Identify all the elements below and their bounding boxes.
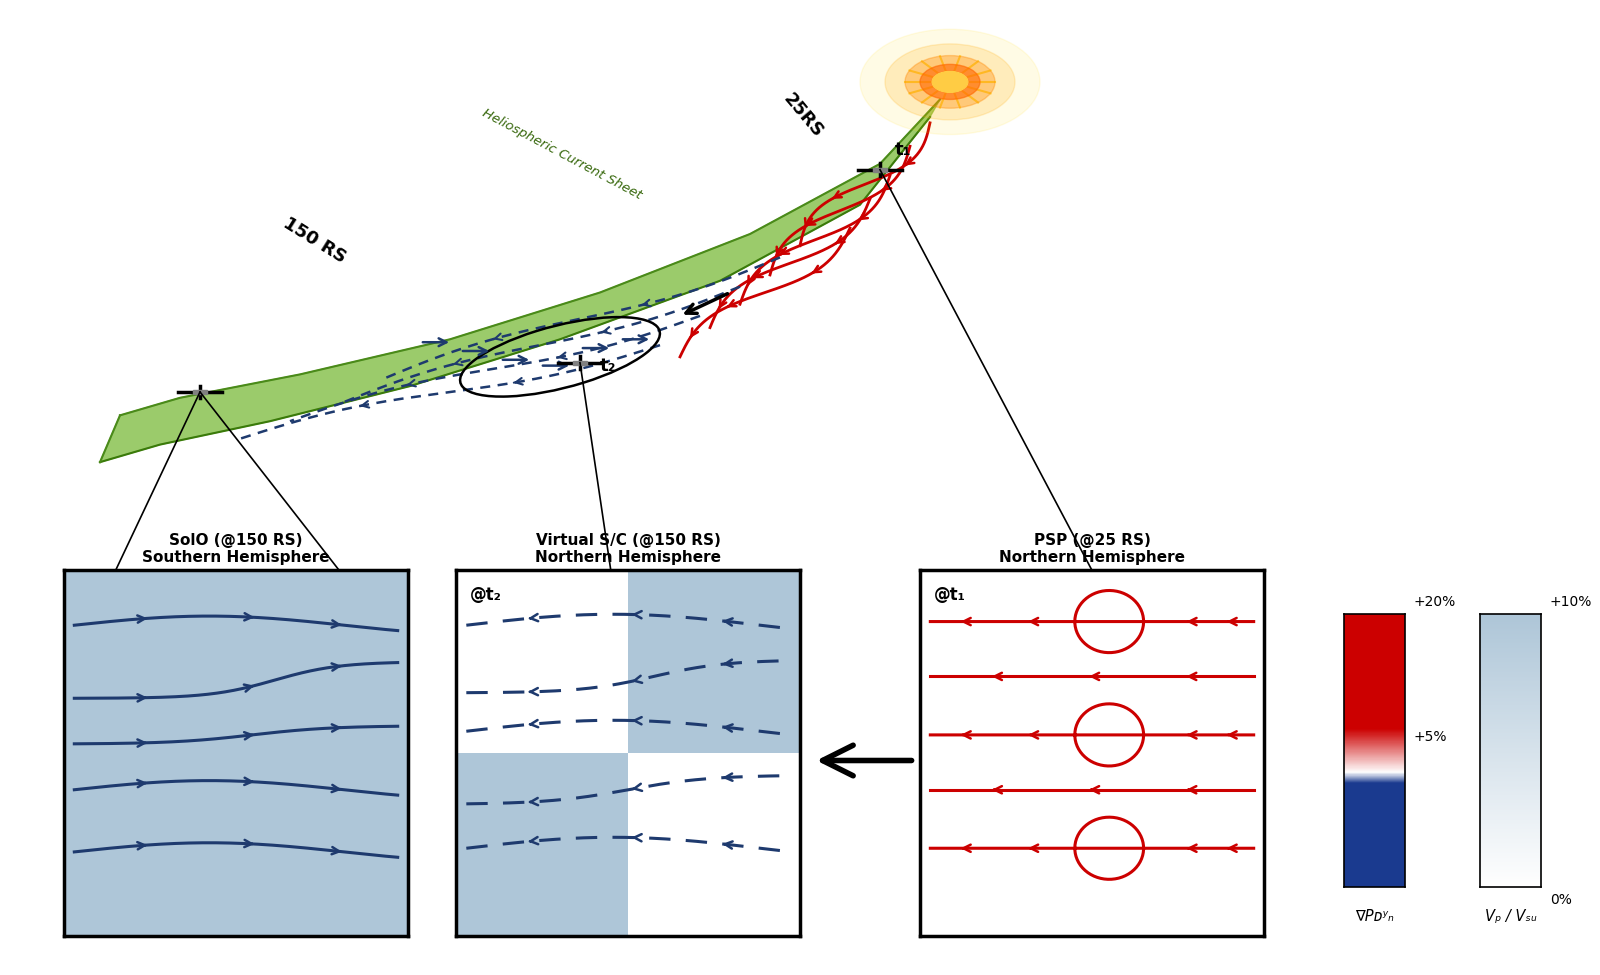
Circle shape <box>931 71 968 93</box>
Bar <box>456 753 627 936</box>
Text: 0%: 0% <box>1550 893 1571 907</box>
Title: Virtual S/C (@150 RS)
Northern Hemisphere: Virtual S/C (@150 RS) Northern Hemispher… <box>534 532 722 566</box>
Title: PSP (@25 RS)
Northern Hemisphere: PSP (@25 RS) Northern Hemisphere <box>998 532 1186 566</box>
Polygon shape <box>99 99 941 462</box>
Bar <box>456 570 627 753</box>
Text: +10%: +10% <box>1550 595 1592 608</box>
Circle shape <box>885 44 1014 120</box>
Bar <box>194 390 206 394</box>
Circle shape <box>861 29 1040 135</box>
Bar <box>627 753 800 936</box>
Text: t₂: t₂ <box>600 358 616 375</box>
Circle shape <box>906 56 995 108</box>
Circle shape <box>931 71 968 93</box>
Text: @t₁: @t₁ <box>934 586 966 604</box>
Text: Heliospheric Current Sheet: Heliospheric Current Sheet <box>480 106 643 202</box>
Text: +20%: +20% <box>1414 595 1456 608</box>
Text: Vₚ / Vₛᵤ: Vₚ / Vₛᵤ <box>1485 909 1536 924</box>
Bar <box>573 361 587 365</box>
Text: t₁: t₁ <box>894 141 912 159</box>
Bar <box>627 570 800 753</box>
Title: SolO (@150 RS)
Southern Hemisphere: SolO (@150 RS) Southern Hemisphere <box>142 532 330 566</box>
Text: 150 RS: 150 RS <box>280 214 349 267</box>
Text: @t₂: @t₂ <box>470 586 502 604</box>
Text: +5%: +5% <box>1414 730 1448 744</box>
Bar <box>874 168 886 172</box>
Text: 25RS: 25RS <box>781 91 827 141</box>
Text: ∇Pᴅʸₙ: ∇Pᴅʸₙ <box>1355 909 1394 924</box>
Circle shape <box>920 64 979 99</box>
